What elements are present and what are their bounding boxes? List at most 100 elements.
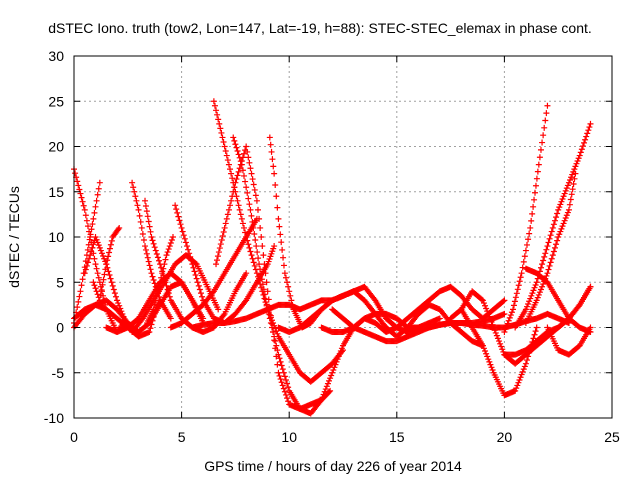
- data-point-marker: [571, 175, 578, 182]
- data-point-marker: [282, 274, 289, 281]
- data-point-marker: [217, 125, 224, 132]
- data-point-marker: [490, 324, 497, 331]
- data-point-marker: [214, 253, 221, 260]
- data-point-marker: [523, 357, 530, 364]
- data-point-marker: [280, 385, 287, 392]
- data-point-marker: [331, 364, 338, 371]
- data-point-marker: [556, 204, 563, 211]
- data-point-marker: [271, 243, 278, 250]
- data-point-marker: [75, 182, 82, 189]
- data-point-marker: [284, 279, 291, 286]
- data-point-marker: [75, 298, 82, 305]
- data-point-marker: [92, 285, 99, 292]
- data-point-marker: [195, 282, 202, 289]
- data-point-marker: [514, 382, 521, 389]
- data-point-marker: [219, 232, 226, 239]
- data-point-marker: [263, 301, 270, 308]
- data-point-marker: [557, 201, 564, 208]
- data-point-marker: [139, 230, 146, 237]
- data-point-marker: [493, 332, 500, 339]
- data-point-marker: [94, 239, 101, 246]
- data-point-marker: [486, 313, 493, 320]
- data-point-marker: [253, 197, 260, 204]
- series-arc9: [129, 252, 222, 336]
- data-point-marker: [82, 266, 89, 273]
- data-point-marker: [241, 172, 248, 179]
- data-point-marker: [543, 110, 550, 117]
- data-point-marker: [587, 120, 594, 127]
- data-point-marker: [518, 371, 525, 378]
- data-point-marker: [319, 394, 326, 401]
- series-arc15: [213, 143, 334, 412]
- data-point-marker: [74, 304, 81, 311]
- data-point-marker: [517, 374, 524, 381]
- data-point-marker: [94, 291, 101, 298]
- data-point-marker: [148, 234, 155, 240]
- data-series: [71, 98, 594, 417]
- data-point-marker: [154, 288, 161, 295]
- data-point-marker: [478, 296, 485, 303]
- data-point-marker: [243, 270, 250, 277]
- data-point-marker: [176, 217, 183, 224]
- data-point-marker: [241, 150, 248, 157]
- y-tick-label: 0: [56, 320, 64, 336]
- data-point-marker: [242, 178, 249, 185]
- data-point-marker: [487, 316, 494, 323]
- data-point-marker: [528, 217, 535, 224]
- data-point-marker: [273, 328, 280, 335]
- data-point-marker: [279, 366, 286, 373]
- data-point-marker: [528, 292, 535, 299]
- data-point-marker: [501, 297, 508, 304]
- data-point-marker: [521, 363, 528, 370]
- data-point-marker: [131, 188, 138, 195]
- data-point-marker: [256, 277, 263, 284]
- data-point-marker: [242, 298, 249, 305]
- data-point-marker: [257, 224, 264, 231]
- data-point-marker: [136, 212, 143, 219]
- data-point-marker: [245, 154, 252, 161]
- data-point-marker: [257, 271, 264, 278]
- data-point-marker: [567, 176, 574, 183]
- data-point-marker: [166, 243, 173, 250]
- data-point-marker: [261, 261, 268, 268]
- data-point-marker: [537, 286, 544, 293]
- data-point-marker: [88, 248, 95, 255]
- data-point-marker: [221, 143, 228, 150]
- data-point-marker: [129, 179, 136, 186]
- data-point-marker: [510, 306, 517, 313]
- data-point-marker: [104, 257, 111, 264]
- data-point-marker: [114, 297, 121, 304]
- data-point-marker: [251, 186, 258, 193]
- data-point-marker: [255, 255, 262, 262]
- data-point-marker: [105, 268, 112, 275]
- data-point-marker: [97, 292, 104, 299]
- data-point-marker: [530, 287, 537, 294]
- data-point-marker: [178, 224, 185, 231]
- data-point-marker: [94, 270, 101, 277]
- data-point-marker: [324, 380, 331, 387]
- data-point-marker: [107, 275, 114, 282]
- data-point-marker: [93, 197, 100, 204]
- data-point-marker: [531, 331, 538, 338]
- data-point-marker: [550, 221, 557, 228]
- data-point-marker: [262, 270, 269, 277]
- data-point-marker: [215, 116, 222, 123]
- data-point-marker: [502, 326, 509, 333]
- data-point-marker: [182, 239, 189, 246]
- data-point-marker: [289, 301, 296, 308]
- data-point-marker: [328, 372, 335, 379]
- data-point-marker: [279, 246, 286, 253]
- data-point-marker: [95, 185, 102, 192]
- data-point-marker: [516, 376, 523, 383]
- data-point-marker: [140, 237, 147, 244]
- data-point-marker: [540, 281, 547, 288]
- data-point-marker: [513, 290, 520, 297]
- data-point-marker: [220, 138, 227, 145]
- data-point-marker: [81, 206, 88, 213]
- x-tick-label: 25: [604, 429, 620, 445]
- data-point-marker: [565, 179, 572, 186]
- data-point-marker: [196, 286, 203, 293]
- series-arc27: [501, 102, 551, 336]
- data-point-marker: [89, 221, 96, 228]
- data-point-marker: [488, 364, 495, 371]
